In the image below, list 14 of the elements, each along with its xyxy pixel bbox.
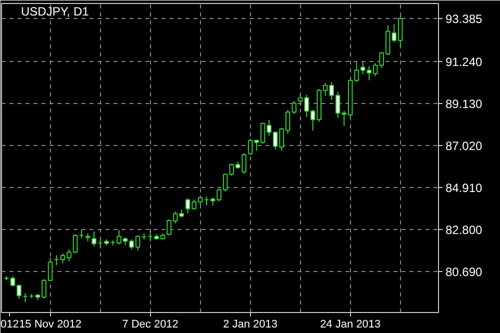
chart-title: USDJPY, D1 (21, 4, 90, 18)
x-tick-label: 2 Jan 2013 (223, 318, 278, 330)
y-tick-label: 80.690 (446, 264, 483, 279)
text: 012 (0, 318, 19, 330)
x-tick-label: 7 Dec 2012 (122, 318, 178, 330)
candlestick (92, 230, 96, 247)
y-tick-label: 84.910 (446, 180, 483, 195)
y-tick-label: 82.800 (446, 222, 483, 237)
y-tick-label: 87.020 (446, 138, 483, 153)
y-tick-label: 89.130 (446, 96, 483, 111)
x-tick-label: 24 Jan 2013 (320, 318, 381, 330)
ref-line-label: 93.385 (446, 12, 483, 26)
x-tick-label: 15 Nov 2012 (19, 318, 82, 330)
y-tick-label: 91.240 (446, 54, 483, 69)
